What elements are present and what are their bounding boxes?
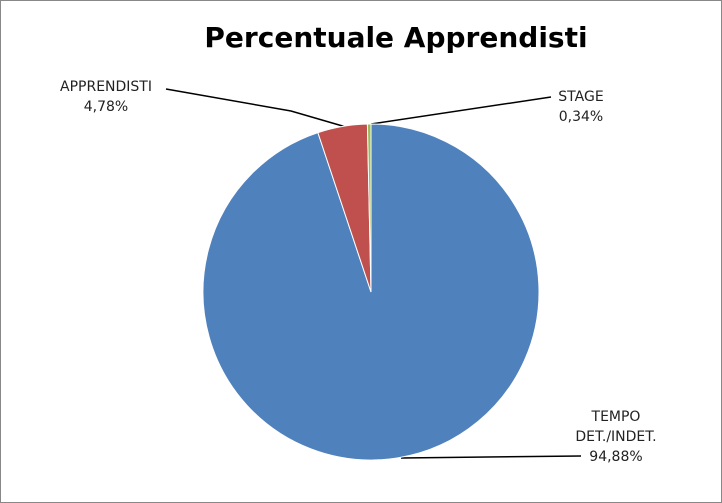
data-label: TEMPO DET./INDET. 94,88% — [571, 407, 661, 467]
category-label: APPRENDISTI — [60, 79, 152, 95]
category-label: STAGE — [558, 89, 604, 105]
category-label: TEMPO DET./INDET. — [575, 409, 657, 445]
data-label: STAGE 0,34% — [546, 87, 616, 127]
chart-title: Percentuale Apprendisti — [204, 21, 587, 54]
value-label: 4,78% — [83, 99, 129, 115]
leader-line — [400, 455, 582, 459]
value-label: 0,34% — [558, 109, 604, 125]
value-label: 94,88% — [589, 449, 643, 465]
leader-line — [370, 96, 552, 125]
pie-slice — [366, 123, 372, 293]
data-label: APPRENDISTI 4,78% — [41, 77, 171, 117]
leader-line — [165, 88, 347, 128]
